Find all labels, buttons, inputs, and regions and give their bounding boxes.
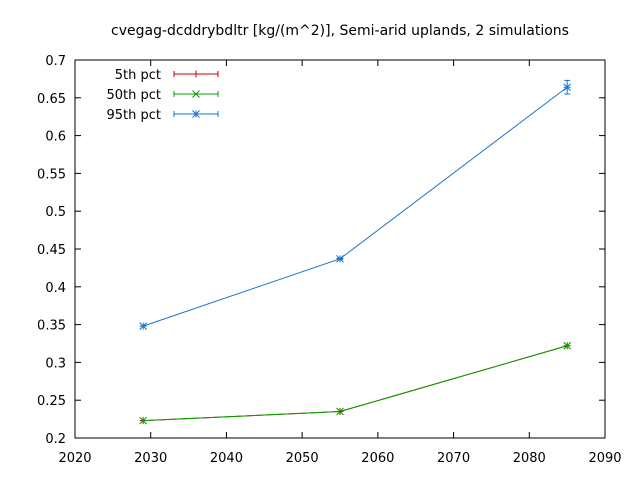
data-point-3 <box>563 83 571 92</box>
plot-area: 2020 2030 2040 2050 2060 2070 2080 2090 0.2 0.25 0… <box>37 54 622 466</box>
legend-label: 50th pct <box>106 88 161 103</box>
x-tick-label: 2090 <box>588 451 621 466</box>
data-point-2 <box>139 416 147 425</box>
data-point-3 <box>139 322 147 330</box>
x-tick-label: 2050 <box>286 451 319 466</box>
x-tick-label: 2030 <box>134 451 167 466</box>
y-tick-label: 0.25 <box>37 394 66 409</box>
data-point-3 <box>336 254 344 263</box>
legend-marker <box>192 90 200 98</box>
y-tick-label: 0.5 <box>45 205 66 220</box>
x-tick-label: 2060 <box>361 451 394 466</box>
x-tick-label: 2080 <box>513 451 546 466</box>
y-tick-label: 0.2 <box>45 432 66 447</box>
y-tick-label: 0.6 <box>45 130 66 145</box>
x-tick-label: 2040 <box>210 451 243 466</box>
x-tick-label: 2070 <box>437 451 470 466</box>
chart-title: cvegag-dcddrybdltr [kg/(m^2)], Semi-arid… <box>111 23 569 39</box>
y-tick-label: 0.3 <box>45 356 66 371</box>
y-tick-label: 0.4 <box>45 281 66 296</box>
legend-marker <box>192 110 200 118</box>
series-line-3 <box>142 86 568 327</box>
y-tick-label: 0.55 <box>37 167 66 182</box>
x-tick-label: 2020 <box>58 451 91 466</box>
y-tick-label: 0.35 <box>37 319 66 334</box>
data-point-2 <box>563 341 571 350</box>
y-tick-label: 0.7 <box>45 54 66 69</box>
series-line-1 <box>143 345 568 422</box>
y-tick-label: 0.65 <box>37 92 66 107</box>
legend-marker <box>192 70 200 78</box>
y-tick-label: 0.45 <box>37 243 66 258</box>
legend-label: 95th pct <box>106 108 161 123</box>
data-point-2 <box>336 407 344 416</box>
legend-label: 5th pct <box>115 68 161 83</box>
series-line-2 <box>143 345 568 422</box>
